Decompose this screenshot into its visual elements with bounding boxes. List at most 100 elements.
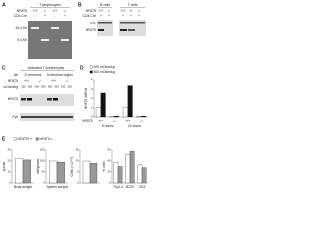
y-tick-label: 0 <box>91 115 93 119</box>
label: NFAT5 <box>8 97 18 101</box>
x-tick-label: -/- <box>140 119 143 123</box>
bar <box>82 160 91 184</box>
band <box>53 98 58 101</box>
label: -/- <box>107 9 110 13</box>
label: -/- <box>38 79 41 83</box>
bar <box>141 167 147 184</box>
panel-label: D <box>80 65 84 71</box>
legend-swatch <box>13 137 17 141</box>
label: NFAT5 <box>8 79 18 83</box>
label: +/+ <box>53 9 58 13</box>
x-row-label: NFAT5 <box>82 119 92 123</box>
bar <box>122 107 128 118</box>
y-tick-label: 0 <box>9 181 11 185</box>
y-tick-label: 30 <box>7 148 11 152</box>
x-tick-label: +/+ <box>98 119 103 123</box>
band <box>41 39 49 41</box>
label: +/+ <box>121 9 126 13</box>
bar <box>56 161 65 184</box>
label: + <box>44 14 46 18</box>
bar <box>49 160 58 184</box>
y-tick-label: 100 <box>40 159 45 163</box>
label: + <box>64 14 66 18</box>
label: T lymphocytes <box>39 3 61 7</box>
label: -/- <box>137 9 140 13</box>
x-tick-label: -/- <box>113 119 116 123</box>
label: T cells <box>128 3 138 7</box>
label: + <box>138 14 140 18</box>
band <box>120 29 127 31</box>
bar <box>22 159 31 184</box>
label: + <box>100 14 102 18</box>
y-axis-label: NFAT5 mRNA <box>84 87 88 109</box>
band <box>98 22 112 24</box>
label: CD4-Cre <box>14 14 27 18</box>
label: 500 <box>28 85 33 89</box>
label: A <box>2 2 6 8</box>
label: 500 <box>41 85 46 89</box>
bar <box>15 158 24 184</box>
x-tick-label: CD3 <box>139 185 146 189</box>
bar <box>141 115 147 118</box>
y-tick-label: 2 <box>91 96 93 100</box>
label: -/- <box>63 9 66 13</box>
label: -/- <box>65 79 68 83</box>
label: 300 <box>61 85 66 89</box>
label: NFAT5 <box>86 28 96 32</box>
label: 500 <box>68 85 73 89</box>
bar <box>113 161 119 184</box>
label: Ab <box>14 73 18 77</box>
band <box>51 27 59 29</box>
label: + <box>130 14 132 18</box>
band <box>27 98 32 101</box>
bar <box>117 166 123 184</box>
label: N-terminal region <box>47 73 73 77</box>
y-tick-label: 0 <box>43 181 45 185</box>
legend-label: 300 mOsm/kg <box>94 65 115 69</box>
band <box>128 29 135 31</box>
bar <box>137 164 143 184</box>
y-tick-label: 5 <box>77 170 79 174</box>
label: C <box>2 65 6 71</box>
y-axis-label: milligrams <box>36 159 40 175</box>
label: Activated T lymphocytes <box>28 66 65 70</box>
y-tick-label: 15 <box>75 148 79 152</box>
label: -/- <box>43 9 46 13</box>
label: + <box>122 14 124 18</box>
label: 300 <box>21 85 26 89</box>
label: + <box>108 14 110 18</box>
y-axis-label: grams <box>2 161 6 171</box>
label: n.s. <box>91 21 97 25</box>
band <box>61 39 69 41</box>
label: +/+ <box>99 9 104 13</box>
band <box>21 98 26 101</box>
y-tick-label: 150 <box>40 148 45 152</box>
y-tick-label: 3 <box>91 87 93 91</box>
bar <box>114 115 120 118</box>
blot-b1 <box>97 20 113 36</box>
band <box>47 98 52 101</box>
label: +/+ <box>51 79 56 83</box>
y-tick-label: 1 <box>91 105 93 109</box>
band <box>120 22 145 24</box>
y-tick-label: 40 <box>107 159 111 163</box>
label: CD4-Cre <box>83 14 96 18</box>
y-axis-label: Cells (×10^7) <box>70 157 74 177</box>
label: 500 <box>54 85 59 89</box>
bar <box>129 150 135 184</box>
legend-label: NFAT5+/+ <box>18 137 33 141</box>
label: B cells <box>100 3 110 7</box>
y-tick-label: 10 <box>7 170 11 174</box>
bar <box>125 154 131 184</box>
x-tick-label: +/+ <box>125 119 130 123</box>
blots <box>20 20 146 121</box>
band <box>21 116 73 118</box>
label: +/- <box>129 9 133 13</box>
legend-label: NFAT5-/- <box>40 137 54 141</box>
label: Pyk <box>12 115 18 119</box>
label: E <box>2 136 6 142</box>
x-tick-label: Spleen weight <box>46 185 67 189</box>
y-axis-label: % cells <box>102 161 106 172</box>
bar <box>127 85 133 118</box>
band <box>31 27 39 29</box>
